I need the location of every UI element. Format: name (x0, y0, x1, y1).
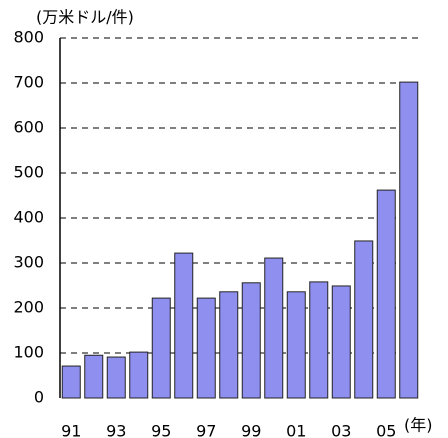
bar (241, 282, 261, 399)
y-tick-label: 700 (13, 73, 44, 92)
x-axis-label: (年) (404, 416, 433, 435)
x-tick-label: 05 (376, 422, 396, 438)
bar (331, 285, 351, 399)
bar (219, 291, 239, 399)
x-tick-label: 97 (196, 422, 216, 438)
bar (399, 81, 419, 399)
y-tick-label: 800 (13, 28, 44, 47)
bar (84, 354, 104, 399)
x-tick-label: 99 (241, 422, 261, 438)
bar (264, 257, 284, 399)
y-tick-label: 600 (13, 118, 44, 137)
y-tick-label: 400 (13, 208, 44, 227)
y-tick-label: 0 (34, 388, 44, 407)
bar (376, 189, 396, 399)
bar (286, 291, 306, 399)
y-tick-label: 300 (13, 253, 44, 272)
x-tick-label: 03 (331, 422, 351, 438)
bar (106, 356, 126, 399)
y-axis-label: (万米ドル/件) (36, 8, 134, 27)
bar (174, 252, 194, 399)
y-tick-label: 500 (13, 163, 44, 182)
bar (196, 297, 216, 399)
x-tick-label: 95 (151, 422, 171, 438)
y-tick-label: 200 (13, 298, 44, 317)
x-tick-label: 01 (286, 422, 306, 438)
x-tick-label: 91 (61, 422, 81, 438)
bar (61, 365, 81, 399)
bar (129, 351, 149, 399)
y-tick-label: 100 (13, 343, 44, 362)
bar (309, 281, 329, 399)
x-tick-label: 93 (106, 422, 126, 438)
bar (151, 297, 171, 399)
bar (354, 240, 374, 399)
